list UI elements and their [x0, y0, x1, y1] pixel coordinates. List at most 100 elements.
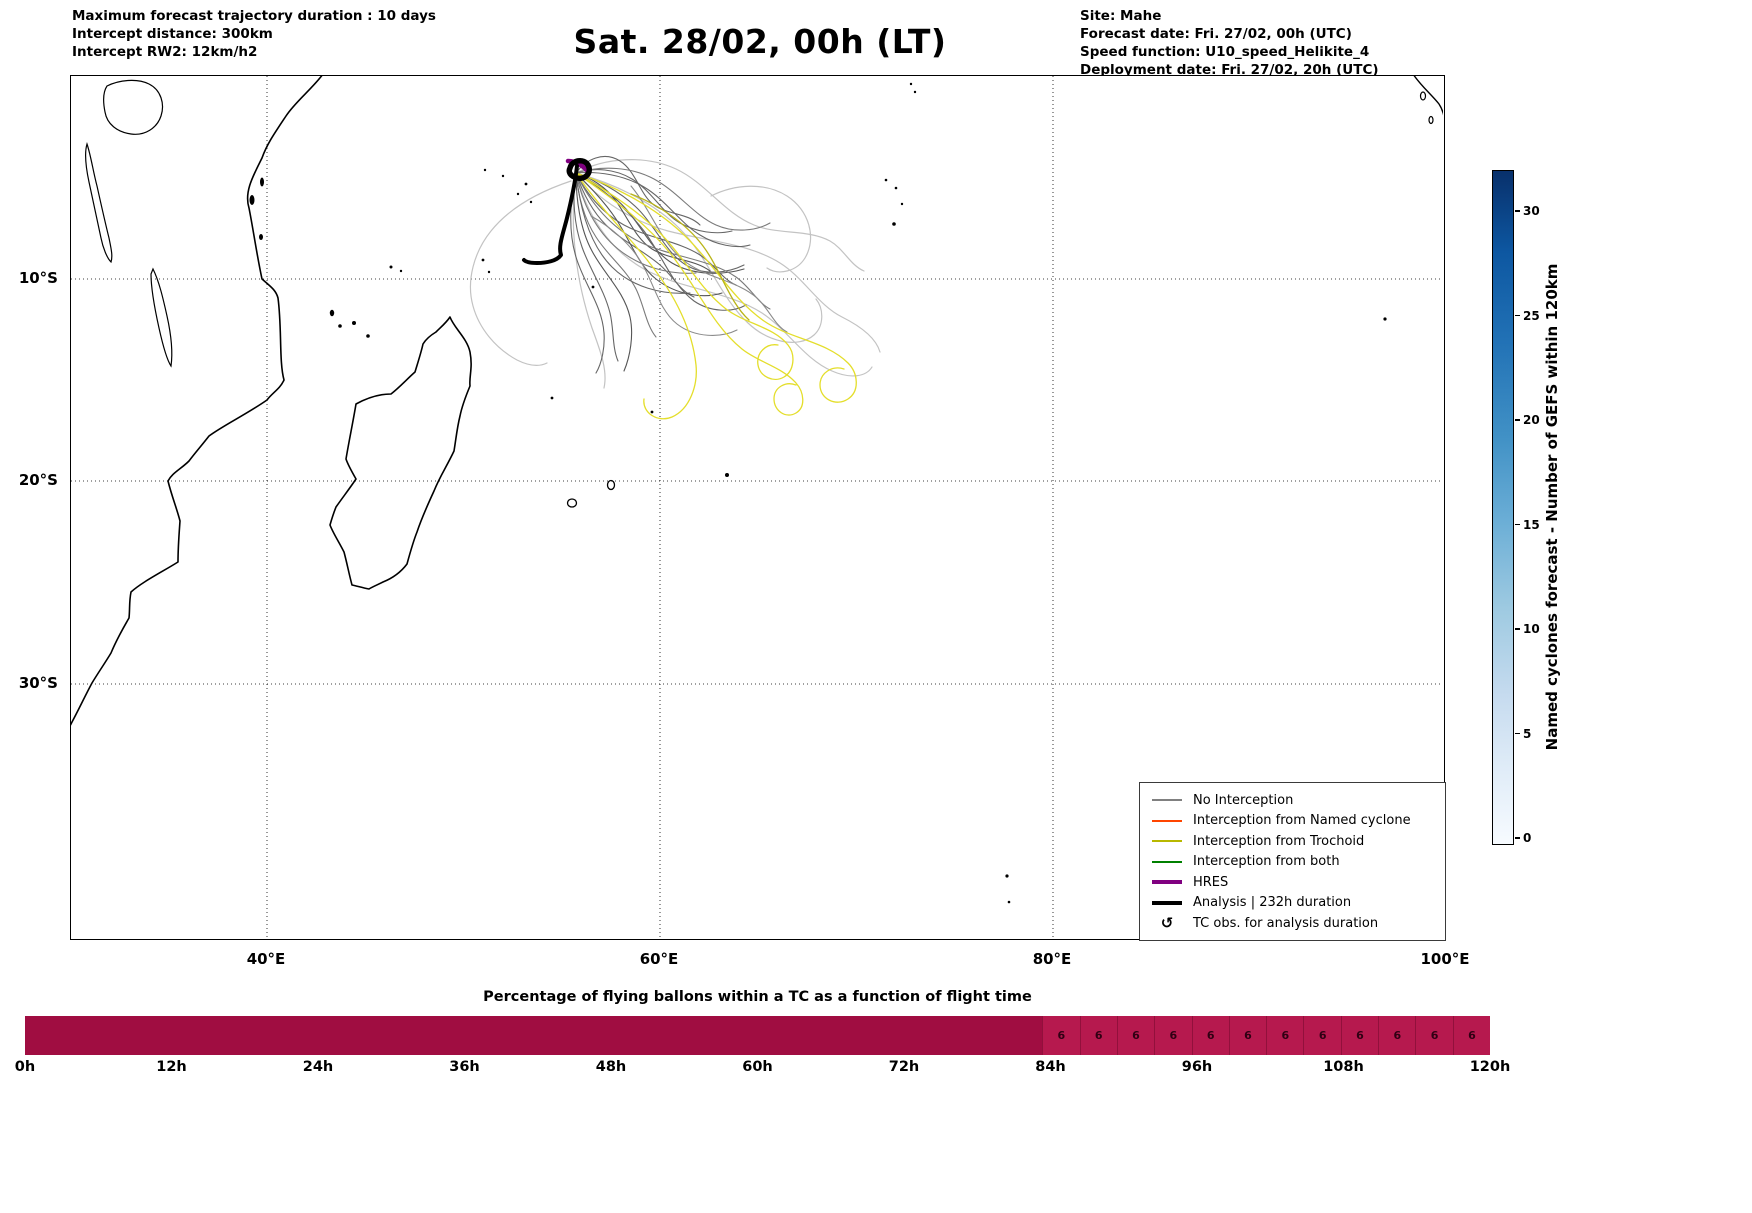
amirantes-island: [516, 192, 520, 196]
tc-obs-icon: ↺: [1160, 914, 1174, 933]
bar-axis-tick: 96h: [1181, 1059, 1213, 1075]
bar-segment: [969, 1016, 1006, 1055]
intercept-distance-text: Intercept distance: 300km: [72, 26, 273, 43]
bar-segment: [206, 1016, 243, 1055]
balloon-axis: 0h 12h 24h 36h 48h 60h 72h 84h 96h 108h 120h: [15, 1059, 1511, 1081]
bar-segment: [751, 1016, 788, 1055]
bar-segment: [351, 1016, 389, 1055]
colorbar-tick: 15: [1515, 518, 1540, 532]
lakes: [84, 79, 173, 368]
bar-segment: 6: [1191, 1016, 1229, 1055]
chagos-island: [892, 222, 896, 226]
zanzibar-island: [249, 195, 255, 205]
mentawai-islet: [1419, 91, 1427, 101]
legend-label: Analysis | 232h duration: [1193, 895, 1352, 911]
chagos-island: [900, 202, 904, 206]
legend-label: No Interception: [1193, 792, 1294, 808]
legend-row-analysis: Analysis | 232h duration: [1152, 893, 1435, 914]
deployment-date-text: Deployment date: Fri. 27/02, 20h (UTC): [1080, 62, 1379, 79]
legend-row-both: Interception from both: [1152, 852, 1435, 873]
bar-segment: 6: [1415, 1016, 1453, 1055]
legend-label: HRES: [1193, 874, 1229, 890]
bar-segment: 6: [1303, 1016, 1341, 1055]
site-info: Site: Mahe Forecast date: Fri. 27/02, 00…: [1080, 7, 1379, 79]
colorbar-tick: 30: [1515, 204, 1540, 218]
colorbar-tick: 25: [1515, 309, 1540, 323]
bar-axis-tick: 12h: [156, 1059, 187, 1075]
lake-victoria: [103, 79, 164, 135]
bar-axis-tick: 120h: [1469, 1059, 1511, 1075]
lat-label-20s: 20°S: [18, 471, 58, 489]
bar-segment: [933, 1016, 970, 1055]
lat-label-10s: 10°S: [18, 269, 58, 287]
amsterdam-island: [1005, 874, 1009, 878]
comoros-island: [329, 309, 335, 317]
cocos-island: [1383, 317, 1387, 321]
lat-label-30s: 30°S: [18, 674, 58, 692]
mafia-island: [259, 234, 263, 240]
lon-label-40e: 40°E: [246, 950, 286, 968]
map-frame: No Interception Interception from Named …: [70, 75, 1446, 941]
moheli-island: [338, 324, 342, 328]
bar-segment: [61, 1016, 98, 1055]
bar-segment: [315, 1016, 352, 1055]
bar-segment: 6: [1154, 1016, 1192, 1055]
legend-label: Interception from both: [1193, 854, 1340, 870]
bar-segment: [25, 1016, 62, 1055]
bar-segment: 6: [1378, 1016, 1416, 1055]
bar-axis-tick: 24h: [302, 1059, 334, 1075]
bar-segment: [860, 1016, 897, 1055]
lake-tanganyika: [84, 142, 113, 264]
bar-segment: [497, 1016, 534, 1055]
bar-segment: 6: [1228, 1016, 1267, 1055]
purple-line-swatch: [1152, 880, 1182, 885]
chagos-island: [894, 186, 898, 190]
lon-label-100e: 100°E: [1420, 950, 1470, 968]
sumatra-coast-fragment: [1413, 76, 1443, 116]
bar-segment: [824, 1016, 861, 1055]
gridlines: [71, 76, 1443, 938]
bar-segment: [1005, 1016, 1043, 1055]
lon-label-80e: 80°E: [1032, 950, 1072, 968]
bar-axis-tick: 48h: [595, 1059, 627, 1075]
rodrigues-island: [725, 473, 729, 477]
legend-label: Interception from Trochoid: [1193, 833, 1365, 849]
speed-function-text: Speed function: U10_speed_Helikite_4: [1080, 44, 1370, 61]
bar-segment: [787, 1016, 825, 1055]
bar-segment: 6: [1266, 1016, 1304, 1055]
balloon-chart-title: Percentage of flying ballons within a TC…: [483, 989, 1032, 1005]
st-brandon-island: [650, 410, 654, 414]
legend-row-no-interception: No Interception: [1152, 790, 1435, 811]
mauritius-island: [606, 479, 616, 491]
farquhar-island: [481, 258, 485, 262]
legend-row-hres: HRES: [1152, 872, 1435, 893]
amirantes-island: [529, 200, 533, 204]
lon-label-60e: 60°E: [639, 950, 679, 968]
anjouan-island: [352, 321, 356, 325]
legend-row-named-cyclone: Interception from Named cyclone: [1152, 811, 1435, 832]
site-text: Site: Mahe: [1080, 8, 1162, 24]
legend-row-tc-obs: ↺ TC obs. for analysis duration: [1152, 913, 1435, 934]
bar-segment: 6: [1116, 1016, 1155, 1055]
green-line-swatch: [1152, 860, 1182, 863]
analysis-track: [522, 158, 592, 265]
colorbar-tick: 0: [1515, 831, 1531, 845]
bar-segment: 6: [1079, 1016, 1117, 1055]
st-paul-island: [1007, 900, 1011, 904]
bar-axis-tick: 36h: [449, 1059, 480, 1075]
legend-label: Interception from Named cyclone: [1193, 813, 1411, 829]
bar-segment: [279, 1016, 316, 1055]
islands: [249, 82, 1434, 904]
bar-axis-tick: 0h: [14, 1059, 36, 1075]
coastlines: [71, 76, 1443, 726]
aldabra-island: [389, 265, 393, 269]
mentawai-islet: [1428, 115, 1434, 125]
providence-island: [487, 270, 491, 274]
bar-segment: 6: [1340, 1016, 1379, 1055]
bar-segment: 6: [1042, 1016, 1080, 1055]
mayotte-island: [366, 334, 370, 338]
colorbar-ticks: 30 25 20 15 10 5 0: [1515, 170, 1559, 845]
bar-segment: [460, 1016, 498, 1055]
